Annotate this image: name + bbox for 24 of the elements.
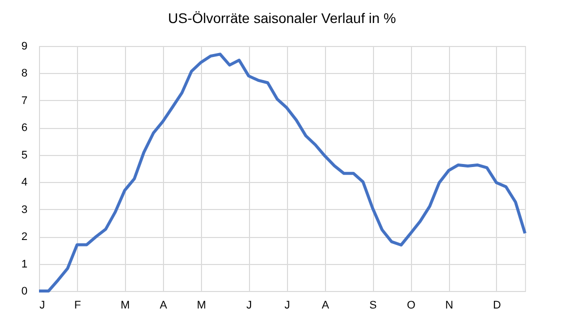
y-tick-label: 1	[21, 258, 28, 270]
x-tick-label: A	[322, 300, 330, 312]
y-tick-label: 6	[21, 122, 28, 134]
y-tick-label: 4	[21, 176, 28, 189]
x-tick-label: D	[492, 300, 501, 312]
y-tick-label: 8	[21, 68, 28, 80]
x-tick-label: O	[406, 300, 416, 312]
x-tick-label: J	[246, 300, 252, 312]
x-tick-label: J	[284, 300, 290, 312]
y-tick-label: 3	[21, 204, 28, 216]
chart-title: US-Ölvorräte saisonaler Verlauf in %	[168, 10, 396, 26]
x-tick-label: J	[40, 300, 45, 312]
x-tick-label: S	[369, 300, 377, 312]
y-tick-label: 2	[21, 231, 28, 244]
y-tick-label: 0	[21, 286, 28, 298]
y-tick-label: 7	[21, 94, 28, 107]
y-tick-label: 9	[21, 40, 28, 52]
x-tick-label: A	[160, 300, 168, 312]
x-tick-label: M	[120, 300, 130, 312]
line-series	[38, 52, 526, 292]
x-tick-label: M	[196, 300, 206, 312]
y-tick-label: 5	[21, 149, 28, 162]
x-tick-label: F	[74, 300, 82, 312]
x-tick-label: N	[445, 300, 454, 312]
